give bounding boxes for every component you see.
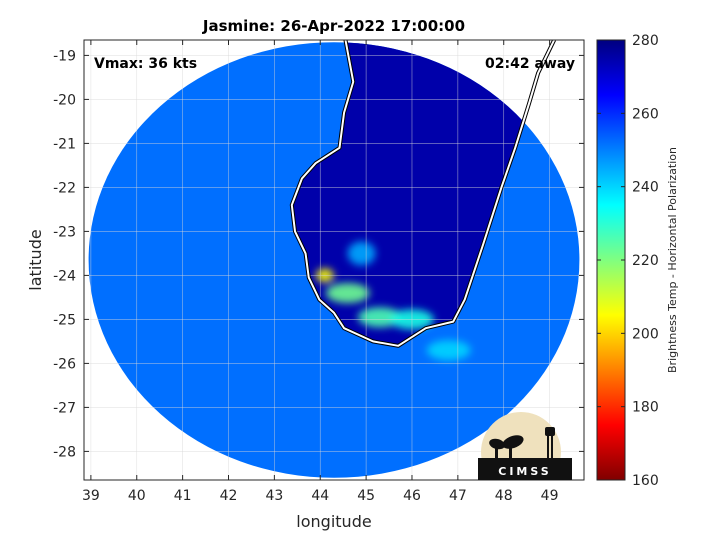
x-tick-label: 48 [495, 488, 513, 504]
y-tick-label: -24 [53, 268, 76, 284]
colorbar-tick-label: 180 [632, 400, 659, 416]
logo-silhouette [478, 427, 572, 480]
x-tick-label: 46 [403, 488, 421, 504]
colorbar: 280 260 240 220 200 180 160 Brightness Temp - … [596, 33, 679, 489]
time-away-annotation: 02:42 away [485, 56, 575, 72]
colorbar-tick-label: 280 [632, 33, 659, 49]
x-tick-label: 44 [311, 488, 329, 504]
vmax-annotation: Vmax: 36 kts [94, 56, 197, 72]
coastline-layer [289, 40, 556, 348]
precip-feature [426, 340, 471, 361]
colorbar-tick-label: 220 [632, 253, 659, 269]
y-tick-label: -23 [53, 224, 76, 240]
x-ticks: 39 40 41 42 43 44 45 46 47 48 49 [82, 40, 559, 504]
axes-frame [83, 39, 585, 481]
logo-text: CIMSS [498, 465, 551, 478]
x-tick-label: 41 [174, 488, 192, 504]
x-tick-label: 45 [357, 488, 375, 504]
y-tick-label: -26 [53, 356, 76, 372]
y-tick-label: -20 [53, 92, 76, 108]
y-tick-label: -22 [53, 180, 76, 196]
colorbar-gradient [596, 39, 626, 481]
y-axis-label: latitude [26, 229, 45, 290]
x-tick-label: 40 [128, 488, 146, 504]
cimss-logo: CIMSS [478, 412, 572, 480]
chart-title: Jasmine: 26-Apr-2022 17:00:00 [202, 17, 465, 35]
y-ticks: -19 -20 -21 -22 -23 -24 -25 -26 -27 -28 [53, 48, 584, 460]
x-tick-label: 47 [449, 488, 467, 504]
x-tick-label: 39 [82, 488, 100, 504]
colorbar-tick-label: 260 [632, 106, 659, 122]
colorbar-ticks: 280 260 240 220 200 180 160 [597, 33, 659, 489]
precip-feature [347, 241, 376, 266]
grid-lines [84, 40, 584, 480]
x-axis-label: longitude [296, 512, 371, 531]
x-tick-label: 42 [220, 488, 238, 504]
x-tick-label: 49 [541, 488, 559, 504]
y-tick-label: -21 [53, 136, 76, 152]
y-tick-label: -27 [53, 400, 76, 416]
y-tick-label: -19 [53, 48, 76, 64]
coastline [290, 40, 556, 347]
y-tick-label: -28 [53, 444, 76, 460]
colorbar-tick-label: 200 [632, 326, 659, 342]
y-tick-label: -25 [53, 312, 76, 328]
colorbar-tick-label: 160 [632, 473, 659, 489]
colorbar-tick-label: 240 [632, 180, 659, 196]
precip-feature [325, 283, 370, 303]
colorbar-label: Brightness Temp - Horizontal Polarizatio… [666, 147, 679, 373]
x-tick-label: 43 [265, 488, 283, 504]
